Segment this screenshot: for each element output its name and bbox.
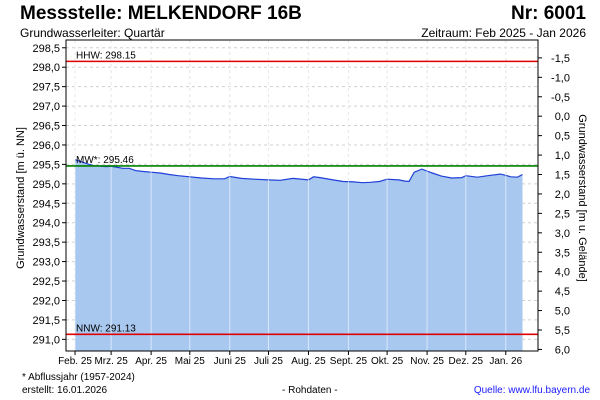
y-left-tick-label: 296,5	[32, 121, 60, 133]
y-right-tick-label: 5,5	[555, 325, 570, 337]
y-left-tick-label: 296,0	[32, 140, 60, 152]
x-tick-label: Feb. 25	[58, 356, 92, 367]
y-left-tick-label: 294,5	[32, 198, 60, 210]
y-right-tick-label: 2,5	[555, 208, 570, 220]
y-left-tick-label: 292,5	[32, 276, 60, 288]
y-right-tick-label: 6,0	[555, 344, 570, 356]
x-tick-label: Dez. 25	[449, 356, 484, 367]
y-axis-label-left: Grundwasserstand [m ü. NN]	[15, 127, 27, 269]
plot-frame	[65, 39, 539, 352]
station-title: Messstelle: MELKENDORF 16B	[20, 3, 302, 24]
x-tick-label: Jan. 26	[489, 356, 522, 367]
y-right-tick-label: 1,5	[555, 170, 570, 182]
axis-layer: 298,5 298,0 297,5 297,0 296,5 296,0 295,5 295,0…	[32, 39, 570, 367]
y-left-tick-label: 298,0	[32, 62, 60, 74]
y-left-tick-label: 291,0	[32, 334, 60, 346]
y-right-tick-label: 3,0	[555, 228, 570, 240]
created-date: erstellt: 16.01.2026	[22, 385, 108, 396]
x-tick-label: Nov. 25	[410, 356, 444, 367]
y-right-tick-label: -0,5	[551, 92, 570, 104]
x-tick-label: Juni 25	[214, 356, 247, 367]
series-line	[74, 159, 523, 184]
x-tick-label: Sept. 25	[330, 356, 368, 367]
y-right-tick-label: -1,0	[551, 72, 570, 84]
aquifer-label: Grundwasserleiter: Quartär	[20, 26, 165, 40]
x-tick-label: Mai 25	[175, 356, 205, 367]
y-right-tick-label: 2,0	[555, 189, 570, 201]
x-tick-label: Mrz. 25	[94, 356, 128, 367]
x-tick-label: Apr. 25	[135, 356, 167, 367]
y-left-tick-label: 295,5	[32, 159, 60, 171]
y-right-tick-label: -1,5	[551, 53, 570, 65]
x-tick-label: Aug. 25	[291, 356, 326, 367]
y-left-tick-label: 293,0	[32, 257, 60, 269]
source-link[interactable]: Quelle: www.lfu.bayern.de	[473, 385, 590, 396]
x-tick-label: Okt. 25	[371, 356, 404, 367]
y-axis-label-right: Grundwasserstand [m u. Gelände]	[576, 114, 588, 282]
reference-lines-layer: HHW: 298.15 MW*: 295.46 NNW: 291.13	[66, 50, 538, 336]
y-right-tick-label: 4,5	[555, 286, 570, 298]
x-tick-label: Juli 25	[254, 356, 283, 367]
y-right-tick-label: 5,0	[555, 306, 570, 318]
footnote: * Abflussjahr (1957-2024)	[22, 372, 135, 383]
area-layer	[74, 159, 523, 351]
y-left-tick-label: 298,5	[32, 43, 60, 55]
reference-label: NNW: 291.13	[76, 323, 136, 334]
y-left-tick-label: 295,0	[32, 179, 60, 191]
y-left-tick-label: 297,0	[32, 101, 60, 113]
y-right-tick-label: 4,0	[555, 267, 570, 279]
period-label: Zeitraum: Feb 2025 - Jan 2026	[421, 26, 586, 40]
y-left-tick-label: 293,5	[32, 237, 60, 249]
x-grid-layer	[74, 40, 507, 351]
y-right-tick-label: 3,5	[555, 247, 570, 259]
y-left-tick-label: 297,5	[32, 82, 60, 94]
y-left-tick-label: 292,0	[32, 295, 60, 307]
y-right-tick-label: 1,0	[555, 150, 570, 162]
reference-label: HHW: 298.15	[76, 50, 136, 61]
reference-label: MW*: 295.46	[76, 155, 134, 166]
y-right-tick-label: 0,5	[555, 131, 570, 143]
y-left-tick-label: 294,0	[32, 218, 60, 230]
raw-data-note: - Rohdaten -	[282, 385, 338, 396]
y-left-tick-label: 291,5	[32, 315, 60, 327]
station-number: Nr: 6001	[511, 3, 586, 24]
y-right-tick-label: 0,0	[555, 111, 570, 123]
area-fill	[75, 159, 523, 351]
